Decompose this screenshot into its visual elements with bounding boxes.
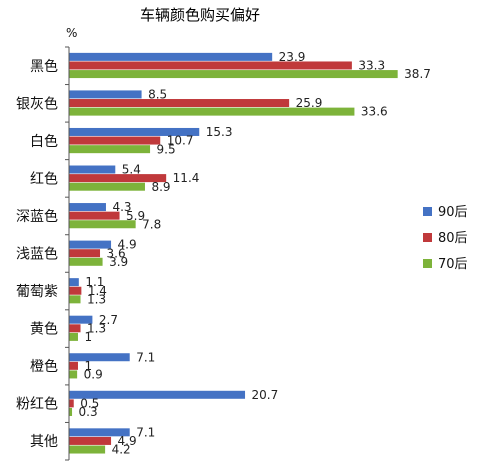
category-label: 粉红色	[16, 396, 58, 413]
data-label: 4.3	[112, 200, 131, 214]
category-label: 红色	[30, 170, 58, 187]
data-label: 15.3	[206, 125, 233, 139]
bar-90后	[69, 390, 246, 399]
category-label: 其他	[30, 434, 58, 450]
bar-80后	[69, 99, 290, 108]
category-ticks	[65, 46, 69, 461]
data-label: 1.4	[88, 284, 107, 298]
data-label: 1	[84, 359, 92, 373]
data-label: 7.8	[142, 217, 161, 231]
chart-title: 车辆颜色购买偏好	[140, 6, 260, 24]
legend: 90后 80后 70后	[423, 205, 468, 272]
bar-90后	[69, 353, 130, 362]
category-label: 银灰色	[16, 95, 58, 112]
data-label: 33.3	[358, 59, 385, 73]
bar-80后	[69, 61, 352, 70]
bar-90后	[69, 428, 130, 437]
data-label: 1	[84, 330, 92, 344]
data-label: 5.9	[126, 209, 145, 223]
bar-90后	[69, 203, 106, 212]
legend-swatch	[423, 233, 432, 242]
category-label: 葡萄紫	[16, 284, 58, 300]
bar-70后	[69, 257, 103, 266]
data-label: 0.5	[80, 396, 99, 410]
bars	[69, 52, 398, 454]
bar-70后	[69, 220, 136, 229]
bar-70后	[69, 182, 145, 191]
bar-90后	[69, 240, 112, 249]
bar-80后	[69, 436, 112, 445]
data-label: 2.7	[99, 313, 118, 327]
bar-70后	[69, 370, 78, 379]
bar-80后	[69, 324, 81, 333]
category-label: 橙色	[30, 358, 58, 375]
bar-80后	[69, 361, 78, 370]
data-label: 4.9	[118, 238, 137, 252]
data-label: 38.7	[404, 67, 431, 81]
bar-90后	[69, 90, 142, 99]
bar-70后	[69, 295, 81, 304]
bar-70后	[69, 145, 151, 154]
data-label: 1.3	[87, 321, 106, 335]
data-label: 7.1	[136, 425, 155, 439]
data-label: 3.6	[107, 246, 126, 260]
bar-70后	[69, 107, 355, 116]
bar-90后	[69, 278, 79, 287]
data-label: 25.9	[296, 96, 323, 110]
data-label: 8.9	[151, 180, 170, 194]
bar-70后	[69, 445, 106, 454]
category-label: 深蓝色	[16, 208, 58, 225]
bar-90后	[69, 165, 116, 174]
bar-80后	[69, 286, 82, 295]
data-labels: 23.933.338.78.525.933.615.310.79.55.411.…	[79, 50, 431, 457]
bar-90后	[69, 52, 273, 61]
legend-label: 80后	[438, 231, 468, 246]
data-label: 9.5	[157, 142, 176, 156]
bar-80后	[69, 174, 167, 183]
legend-label: 70后	[438, 257, 468, 272]
data-label: 4.9	[118, 434, 137, 448]
data-label: 1.1	[85, 275, 104, 289]
bar-70后	[69, 407, 73, 416]
category-label: 浅蓝色	[16, 246, 58, 263]
legend-label: 90后	[438, 205, 468, 220]
bar-80后	[69, 399, 74, 408]
bar-90后	[69, 315, 93, 324]
legend-swatch	[423, 207, 432, 216]
data-label: 1.3	[87, 292, 106, 306]
data-label: 8.5	[148, 88, 167, 102]
category-label: 黄色	[30, 321, 58, 338]
bar-80后	[69, 249, 101, 258]
data-label: 0.3	[79, 405, 98, 419]
y-unit-label: %	[66, 26, 77, 40]
data-label: 3.9	[109, 255, 128, 269]
legend-swatch	[423, 259, 432, 268]
data-label: 4.2	[112, 443, 131, 457]
bar-70后	[69, 332, 78, 341]
data-label: 11.4	[173, 171, 200, 185]
data-label: 10.7	[167, 134, 194, 148]
bar-70后	[69, 70, 398, 79]
bar-90后	[69, 127, 200, 136]
bar-80后	[69, 136, 161, 145]
data-label: 33.6	[361, 105, 388, 119]
data-label: 5.4	[122, 163, 141, 177]
data-label: 0.9	[84, 368, 103, 382]
data-label: 23.9	[279, 50, 306, 64]
bar-80后	[69, 211, 120, 220]
data-label: 7.1	[136, 350, 155, 364]
data-label: 20.7	[252, 388, 279, 402]
category-label: 黑色	[30, 58, 58, 75]
category-label: 白色	[30, 133, 58, 150]
